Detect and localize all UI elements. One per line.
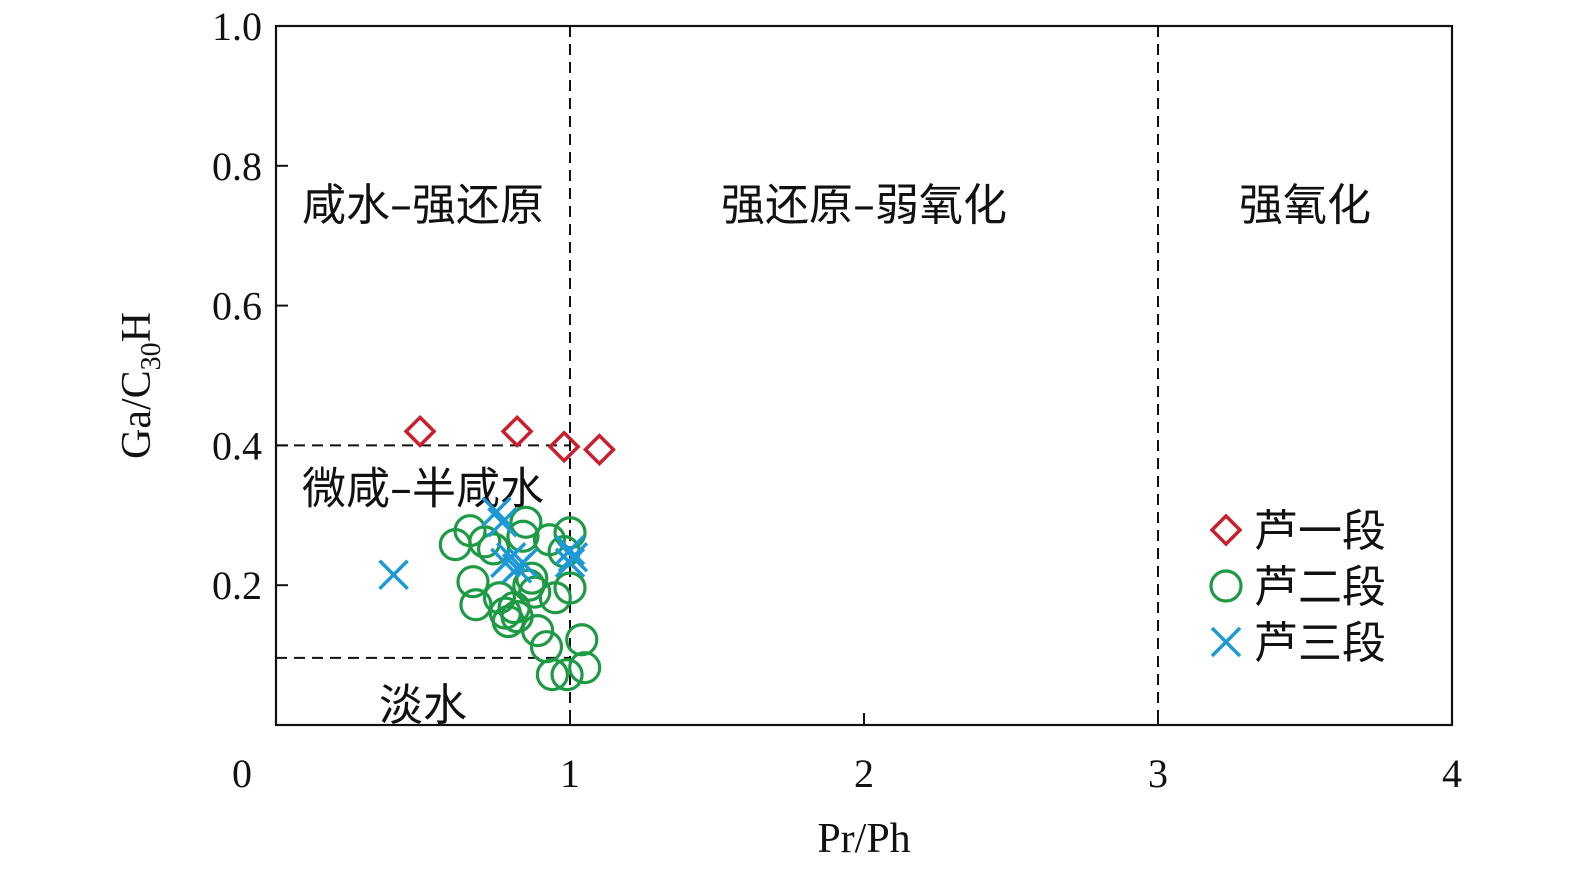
y-tick-label: 0.6	[212, 284, 262, 329]
data-point-circle	[535, 658, 569, 692]
y-tick-label: 0.2	[212, 563, 262, 608]
data-point-circle	[553, 516, 587, 550]
legend-marker-diamond	[1209, 513, 1243, 547]
data-point-x	[487, 507, 518, 538]
data-point-x	[554, 535, 586, 566]
x-marker-stroke	[1210, 626, 1242, 658]
region-label: 咸水–强还原	[302, 180, 544, 231]
data-point-circle	[518, 575, 552, 609]
legend-label: 芦三段	[1254, 618, 1386, 669]
data-point-circle	[476, 532, 511, 566]
region-label: 强氧化	[1239, 180, 1371, 231]
x-marker-stroke	[557, 542, 589, 573]
x-marker-stroke	[378, 559, 409, 590]
y-axis-label-subscript: 30	[136, 342, 167, 370]
legend-label: 芦一段	[1254, 506, 1386, 557]
data-point-diamond	[403, 414, 437, 448]
data-point-circle	[509, 505, 543, 539]
data-point-x	[554, 547, 586, 579]
region-label: 强还原–弱氧化	[721, 180, 1007, 231]
x-tick-label: 3	[1148, 751, 1168, 796]
y-axis-label: Ga/C30H	[114, 312, 167, 459]
data-point-circle	[553, 571, 587, 605]
x-marker-stroke	[481, 496, 512, 528]
data-point-circle	[550, 658, 584, 692]
x-marker-stroke	[507, 547, 539, 579]
data-point-x	[507, 547, 539, 579]
data-point-circle	[468, 525, 502, 559]
data-point-x	[557, 542, 589, 573]
y-tick-label: 1.0	[212, 4, 262, 49]
x-tick-label: 4	[1442, 751, 1462, 796]
x-tick-label: 0	[232, 751, 252, 796]
y-tick-label: 0.4	[212, 423, 262, 468]
x-marker-stroke	[487, 507, 518, 538]
legend-label: 芦二段	[1254, 562, 1386, 613]
x-marker-stroke	[495, 542, 527, 573]
data-point-diamond	[547, 430, 581, 464]
x-marker-stroke	[554, 535, 586, 566]
x-marker-stroke	[554, 547, 586, 579]
data-point-circle	[459, 588, 493, 622]
y-axis-label-main: Ga/C	[114, 370, 160, 459]
region-label: 淡水	[379, 680, 467, 731]
region-label: 微咸–半咸水	[302, 463, 544, 514]
data-point-diamond	[582, 433, 616, 467]
x-tick-label: 1	[560, 751, 580, 796]
data-point-x	[378, 559, 409, 590]
data-point-diamond	[500, 414, 534, 448]
data-point-circle	[506, 519, 540, 553]
data-point-circle	[568, 651, 602, 685]
y-axis-label-tail: H	[114, 312, 160, 342]
y-tick-label: 0.8	[212, 144, 262, 189]
legend-marker-x	[1210, 626, 1242, 658]
x-tick-label: 2	[854, 751, 874, 796]
data-point-circle	[565, 623, 599, 657]
data-point-circle	[515, 561, 549, 595]
data-point-circle	[456, 565, 490, 599]
legend-marker-circle	[1209, 569, 1243, 603]
data-point-circle	[521, 614, 555, 648]
x-axis-label: Pr/Ph	[817, 816, 910, 862]
